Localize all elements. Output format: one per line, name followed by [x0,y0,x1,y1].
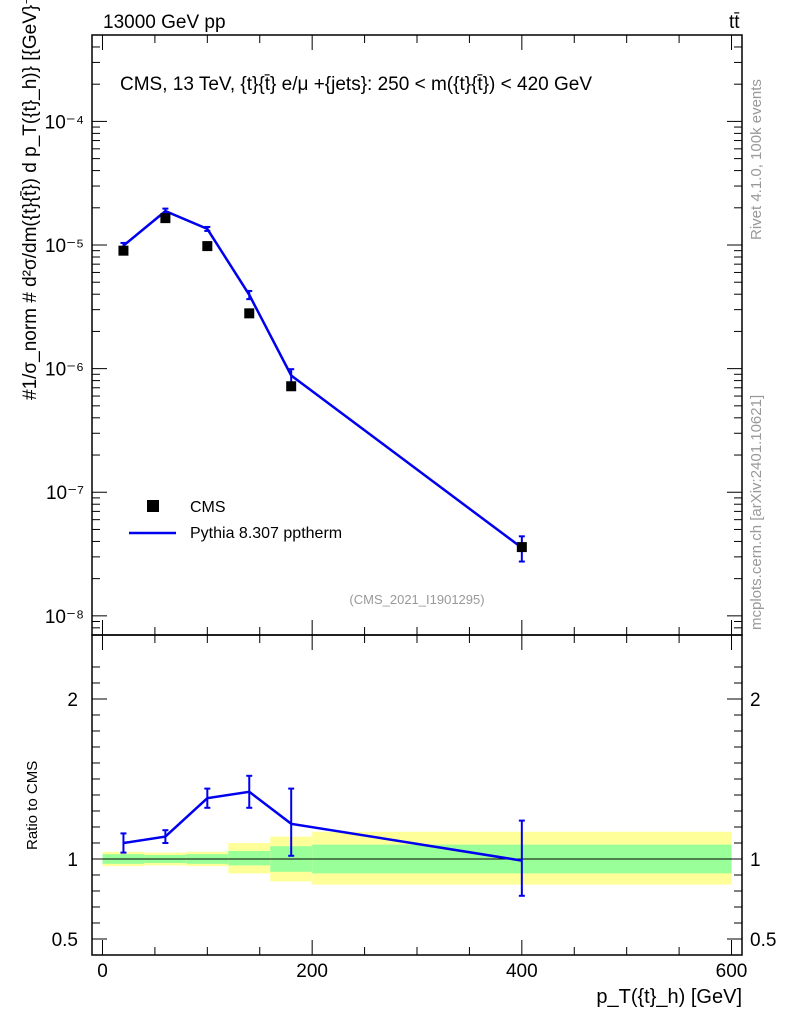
rivet-info-label: Rivet 4.1.0, 100k events [748,79,765,240]
cms-data-point [286,381,297,392]
energy-label: 13000 GeV pp [103,12,226,33]
ratio-pythia-line [123,790,522,862]
uncertainty-band-inner [228,851,271,866]
ratio-y-tick-label-right: 1 [750,850,761,871]
legend-label-cms: CMS [190,499,226,516]
cms-data-point [202,241,213,252]
ratio-panel: Ratio to CMS p_T({t}_h) [GeV] 0.5 0.5 1 1 2 2… [24,634,776,1008]
process-label: tt̄ [729,12,740,33]
pythia-line [122,209,523,549]
x-axis-label: p_T({t}_h) [GeV] [596,986,742,1008]
ratio-y-tick-label-right: 0.5 [750,930,776,951]
x-tick-label: 0 [97,961,108,982]
x-tick-label: 400 [506,961,538,982]
cms-data-point [516,542,527,553]
ratio-y-tick-label: 2 [67,690,78,711]
mcplots-info-label: mcplots.cern.ch [arXiv:2401.10621] [748,395,765,630]
ratio-y-axis-label: Ratio to CMS [24,761,41,850]
y-tick-label: 10⁻⁵ [45,236,84,257]
legend-label-pythia: Pythia 8.307 pptherm [190,525,342,542]
cms-data-point [118,245,129,256]
cms-data-point [160,213,171,224]
ratio-plot-frame [91,634,743,956]
ratio-y-tick-label-right: 2 [750,690,761,711]
cms-data-point [244,308,255,319]
legend-marker-cms [147,500,159,512]
main-y-axis-label: #1/σ_norm # d²σ/dm({t}{t̄}) d p_T({t}_h)… [20,0,41,400]
main-plot-title: CMS, 13 TeV, {t}{t̄} e/μ +{jets}: 250 < … [120,74,592,95]
x-tick-label: 600 [716,961,748,982]
analysis-watermark: (CMS_2021_I1901295) [349,592,484,607]
y-tick-label: 10⁻⁴ [45,112,84,133]
legend: CMS Pythia 8.307 pptherm [129,499,342,542]
y-tick-label: 10⁻⁸ [45,607,84,628]
main-plot-frame [91,34,743,636]
y-tick-label: 10⁻⁶ [45,360,84,381]
ratio-y-tick-label: 1 [67,850,78,871]
x-tick-label: 200 [296,961,328,982]
y-tick-label: 10⁻⁷ [46,483,84,504]
main-panel: CMS, 13 TeV, {t}{t̄} e/μ +{jets}: 250 < … [20,0,743,636]
ratio-y-tick-label: 0.5 [52,930,78,951]
